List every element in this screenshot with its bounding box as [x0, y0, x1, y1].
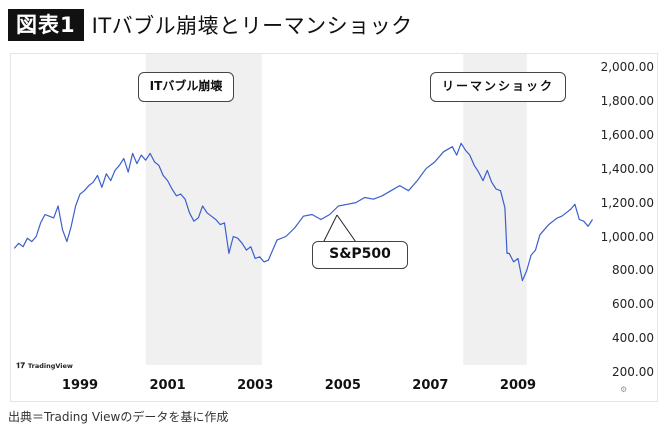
y-tick-label: 1,800.00 — [600, 93, 654, 108]
y-tick-label: 600.00 — [612, 297, 654, 312]
chart-frame — [10, 53, 658, 402]
figure-badge: 図表1 — [8, 9, 84, 41]
sp500-line — [13, 142, 594, 282]
tradingview-icon: 𝟏𝟕 — [16, 361, 25, 370]
tradingview-logo-text: TradingView — [27, 362, 73, 370]
y-tick-label: 1,200.00 — [600, 195, 654, 210]
it-bubble-callout: ITバブル崩壊 — [138, 72, 234, 102]
x-tick-label: 2007 — [412, 378, 449, 393]
shaded-periods — [145, 54, 527, 365]
x-tick-label: 2005 — [324, 378, 361, 393]
y-tick-label: 400.00 — [612, 331, 654, 346]
x-tick-label: 2001 — [149, 378, 186, 393]
y-tick-label: 1,400.00 — [600, 161, 654, 176]
y-tick-label: 1,000.00 — [600, 229, 654, 244]
shaded-period-1 — [463, 54, 527, 365]
x-tick-label: 2003 — [237, 378, 274, 393]
y-tick-label: 200.00 — [612, 365, 654, 380]
shaded-period-0 — [145, 54, 262, 365]
lehman-callout: リーマンショック — [430, 72, 566, 102]
callout-leader-right — [336, 214, 359, 246]
settings-icon[interactable]: ⚙ — [620, 385, 628, 394]
source-note: 出典＝Trading Viewのデータを基に作成 — [8, 410, 229, 424]
x-tick-label: 2009 — [499, 378, 537, 393]
tradingview-logo: 𝟏𝟕 TradingView — [16, 361, 73, 371]
chart-title: ITバブル崩壊とリーマンショック — [91, 14, 413, 38]
y-tick-label: 1,600.00 — [600, 127, 654, 142]
sp500-label: S&P500 — [312, 241, 408, 269]
y-tick-label: 800.00 — [612, 263, 654, 278]
callout-leader-left — [321, 214, 338, 246]
title-row: 図表1 ITバブル崩壊とリーマンショック — [8, 8, 413, 42]
x-tick-label: 1999 — [61, 378, 99, 393]
y-tick-label: 2,000.00 — [600, 60, 654, 74]
